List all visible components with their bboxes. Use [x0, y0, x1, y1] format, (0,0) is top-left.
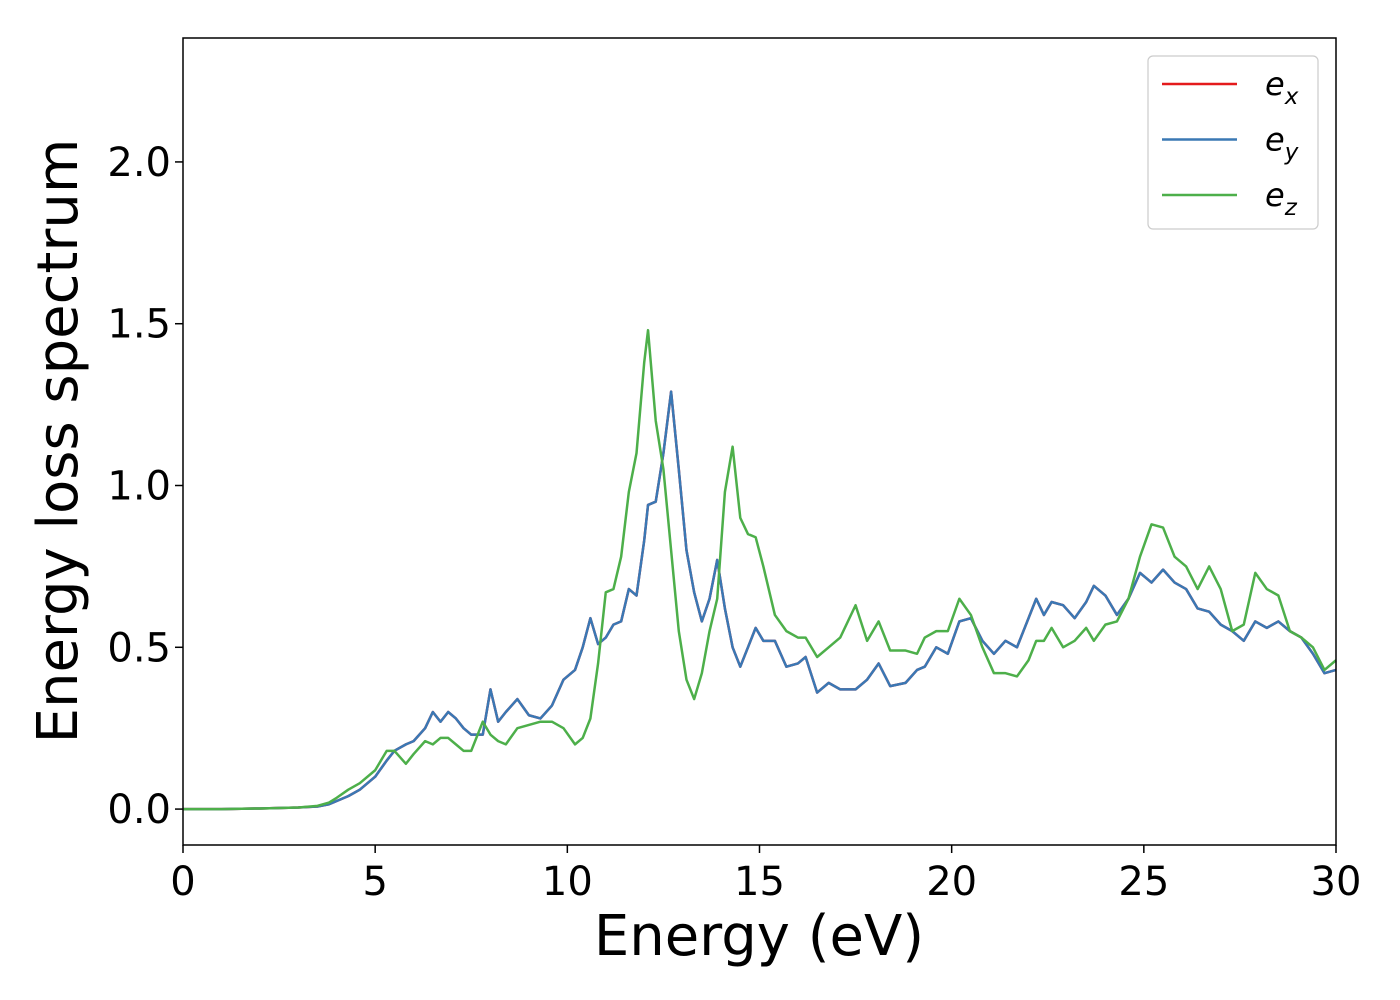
x-tick-label: 30: [1311, 859, 1362, 905]
x-tick-label: 0: [170, 859, 195, 905]
legend: ex ey ez: [1147, 55, 1319, 230]
legend-box: [1147, 55, 1319, 230]
legend-label: ey: [1265, 121, 1299, 166]
series-line: [183, 390, 1337, 811]
x-tick-label: 10: [542, 859, 593, 905]
x-tick-label: 25: [1118, 859, 1169, 905]
x-tick-label: 5: [362, 859, 387, 905]
y-tick-label: 0.0: [107, 787, 171, 833]
y-tick-label: 1.0: [107, 464, 171, 510]
y-tick-label: 1.5: [107, 302, 171, 348]
series-line: [183, 390, 1337, 811]
y-tick-label: 2.0: [107, 140, 171, 186]
legend-label: ex: [1265, 65, 1299, 110]
series-line: [183, 328, 1337, 811]
x-tick-label: 20: [926, 859, 977, 905]
legend-label: ez: [1265, 176, 1298, 221]
x-axis-label: Energy (eV): [594, 904, 924, 969]
plot-frame: [182, 37, 1337, 846]
y-axis-label: Energy loss spectrum: [26, 139, 91, 744]
y-tick-label: 0.5: [107, 625, 171, 671]
x-tick-label: 15: [734, 859, 785, 905]
